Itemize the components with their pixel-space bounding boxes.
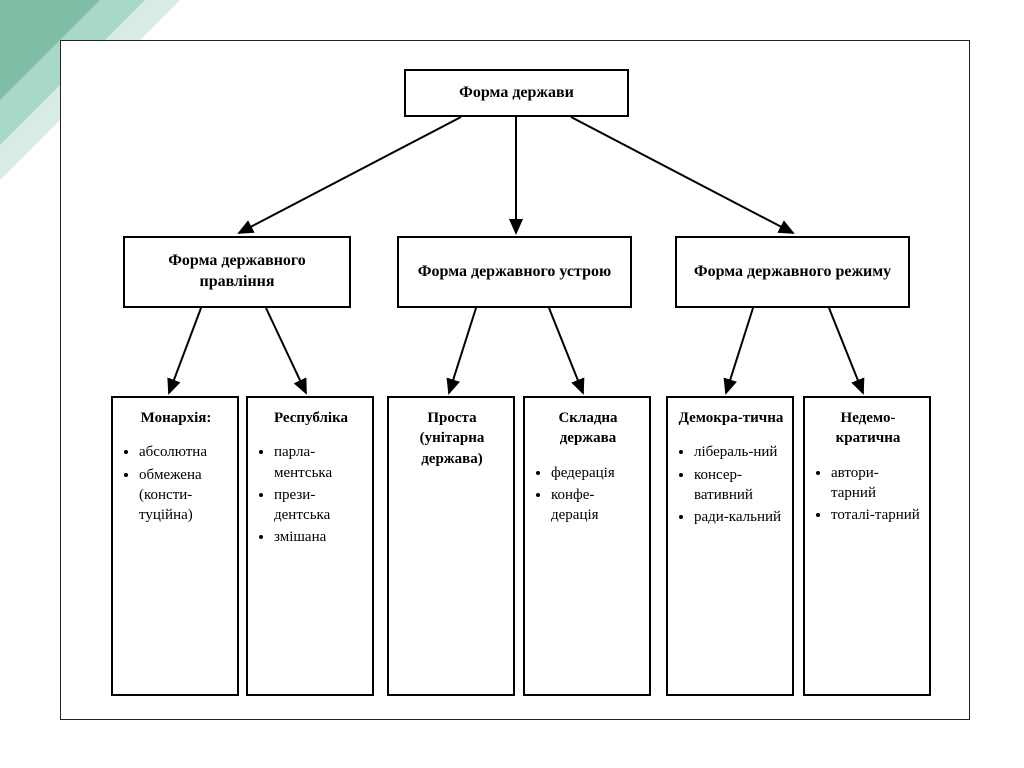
leaf-item: автори-тарний: [831, 463, 921, 504]
leaf-monarchy: Монархія: абсолютна обмежена (консти-туц…: [111, 396, 239, 696]
mid-node-state-structure: Форма державного устрою: [397, 236, 632, 308]
leaf-title: Недемо-кратична: [815, 408, 921, 449]
leaf-item: консер-вативний: [694, 465, 784, 506]
leaf-item: прези-дентська: [274, 485, 364, 526]
leaf-list: парла-ментська прези-дентська змішана: [258, 442, 364, 547]
mid-node-government-form: Форма державного правління: [123, 236, 351, 308]
leaf-item: змішана: [274, 527, 364, 547]
leaf-item: абсолютна: [139, 442, 229, 462]
leaf-list: лібераль-ний консер-вативний ради-кальни…: [678, 442, 784, 527]
leaf-item: тоталі-тарний: [831, 505, 921, 525]
leaf-title: Демокра-тична: [678, 408, 784, 428]
leaf-item: конфе-дерація: [551, 485, 641, 526]
leaf-list: абсолютна обмежена (консти-туційна): [123, 442, 229, 525]
leaf-item: ради-кальний: [694, 507, 784, 527]
mid-node-state-regime: Форма державного режиму: [675, 236, 910, 308]
leaf-item: обмежена (консти-туційна): [139, 465, 229, 526]
mid-label: Форма державного устрою: [418, 262, 611, 283]
leaf-title: Складна держава: [535, 408, 641, 449]
leaf-unitary: Проста (унітарна держава): [387, 396, 515, 696]
leaf-republic: Республіка парла-ментська прези-дентська…: [246, 396, 374, 696]
mid-label: Форма державного режиму: [694, 262, 891, 283]
leaf-democratic: Демокра-тична лібераль-ний консер-вативн…: [666, 396, 794, 696]
leaf-nondemocratic: Недемо-кратична автори-тарний тоталі-тар…: [803, 396, 931, 696]
mid-label: Форма державного правління: [129, 251, 345, 293]
leaf-item: федерація: [551, 463, 641, 483]
leaf-item: парла-ментська: [274, 442, 364, 483]
root-label: Форма держави: [459, 83, 574, 104]
leaf-list: автори-тарний тоталі-тарний: [815, 463, 921, 526]
leaf-title: Проста (унітарна держава): [399, 408, 505, 469]
leaf-title: Республіка: [258, 408, 364, 428]
root-node: Форма держави: [404, 69, 629, 117]
leaf-list: федерація конфе-дерація: [535, 463, 641, 526]
leaf-item: лібераль-ний: [694, 442, 784, 462]
leaf-title: Монархія:: [123, 408, 229, 428]
diagram-frame: Форма держави Форма державного правління…: [60, 40, 970, 720]
leaf-complex-state: Складна держава федерація конфе-дерація: [523, 396, 651, 696]
